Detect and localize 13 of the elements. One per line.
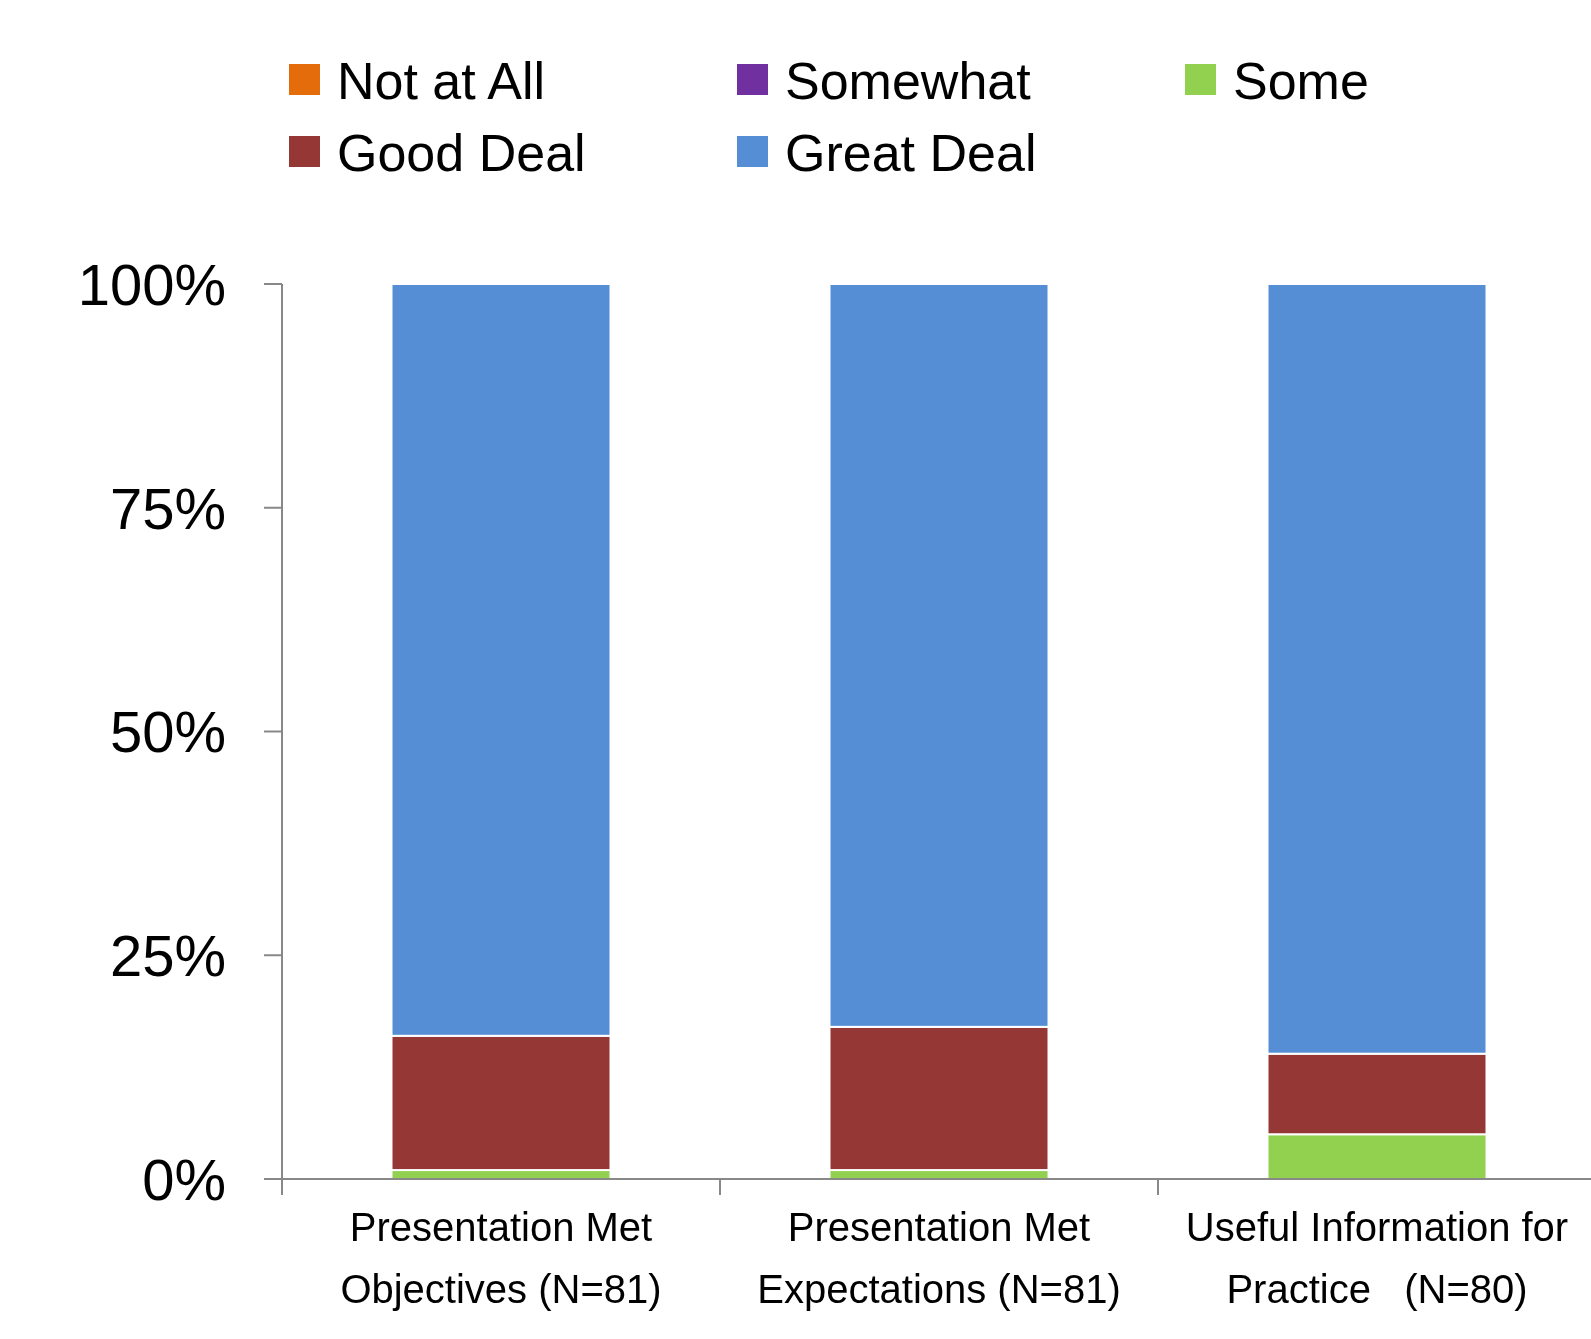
y-tick-label: 25% xyxy=(109,923,226,989)
legend-label: Some xyxy=(1233,51,1369,110)
y-tick-label: 50% xyxy=(109,699,226,765)
y-tick-label: 100% xyxy=(77,251,226,317)
y-tick-label: 75% xyxy=(109,475,226,541)
legend-label: Not at All xyxy=(337,51,546,110)
legend-label: Somewhat xyxy=(785,51,1032,110)
x-tick-label: Presentation Met Expectations (N=81) xyxy=(757,1205,1121,1311)
y-tick-label: 0% xyxy=(142,1146,226,1212)
x-tick-label: Useful Information for Practice (N=80) xyxy=(1185,1205,1569,1311)
legend-label: Great Deal xyxy=(785,123,1037,182)
legend-label: Good Deal xyxy=(337,123,586,182)
x-tick-label: Presentation Met Objectives (N=81) xyxy=(340,1205,662,1311)
